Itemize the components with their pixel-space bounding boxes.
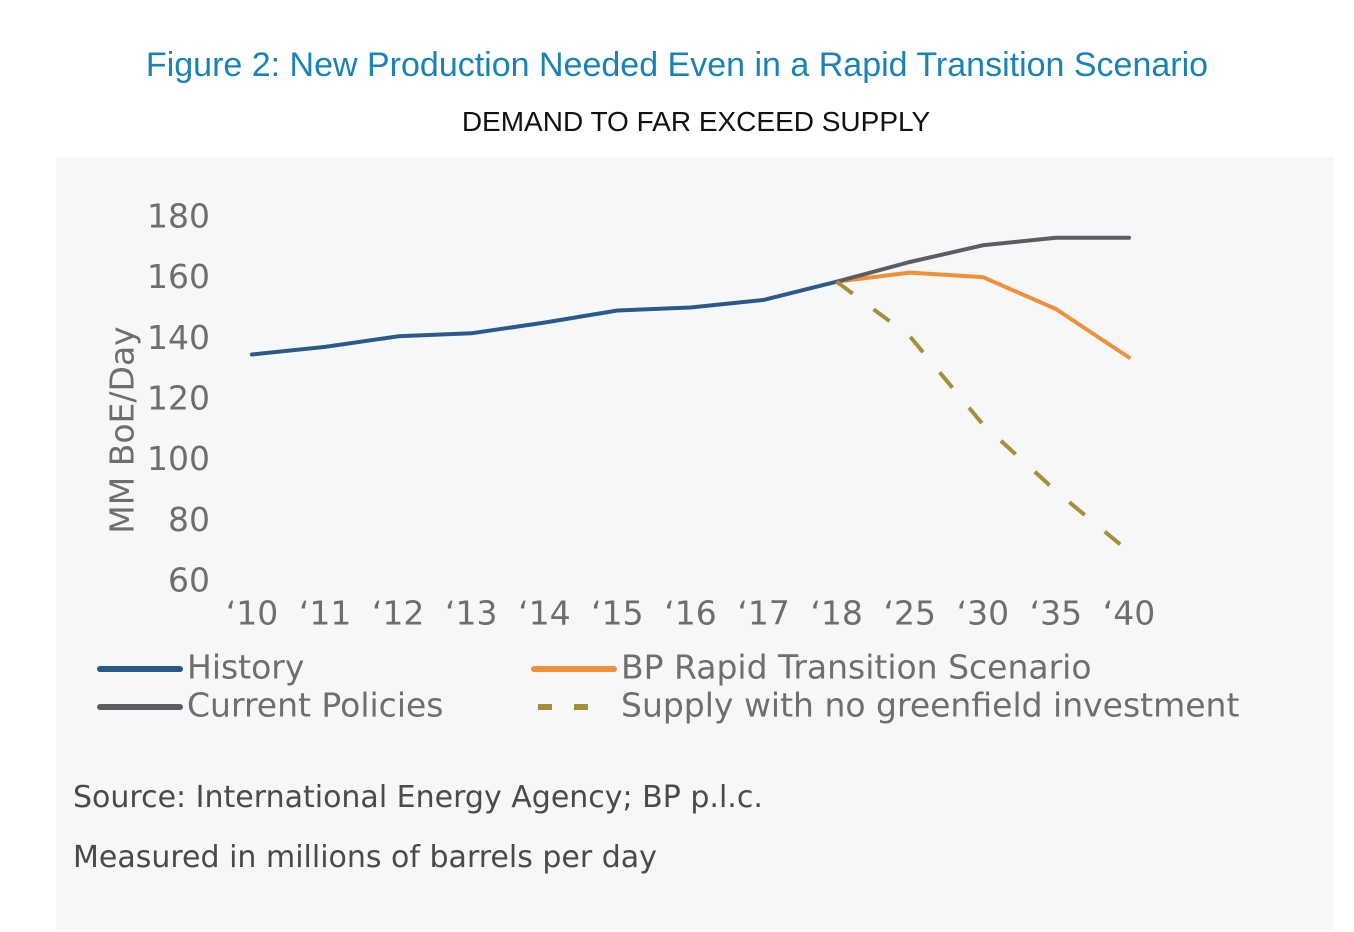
x-tick-label: ‘16 bbox=[664, 594, 716, 633]
y-tick-label: 160 bbox=[147, 257, 210, 296]
series-lines bbox=[250, 235, 1131, 554]
x-tick-label: ‘14 bbox=[518, 594, 570, 633]
y-tick-label: 60 bbox=[168, 561, 210, 600]
x-tick-label: ‘18 bbox=[810, 594, 862, 633]
y-tick-label: 180 bbox=[147, 197, 210, 236]
x-tick-label: ‘35 bbox=[1030, 594, 1082, 633]
x-tick-label: ‘10 bbox=[226, 594, 278, 633]
x-tick-label: ‘13 bbox=[445, 594, 497, 633]
series-line-history bbox=[250, 279, 839, 357]
figure-subtitle: DEMAND TO FAR EXCEED SUPPLY bbox=[461, 106, 931, 137]
legend-label: Current Policies bbox=[187, 686, 444, 725]
x-tick-label: ‘15 bbox=[591, 594, 643, 633]
x-tick-label: ‘17 bbox=[737, 594, 789, 633]
y-axis-label-group: MM BoE/Day bbox=[103, 326, 142, 533]
series-line-current-policies bbox=[834, 235, 1131, 284]
y-tick-label: 120 bbox=[147, 379, 210, 418]
source-note: Source: International Energy Agency; BP … bbox=[73, 780, 763, 815]
y-tick-label: 80 bbox=[168, 500, 210, 539]
chart-panel: MM BoE/Day 180 160 140 120 100 80 60 ‘10 ‘11 ‘12… bbox=[56, 157, 1334, 930]
x-tick-label: ‘30 bbox=[957, 594, 1009, 633]
series-line-supply-with-no-greenfield-investment bbox=[835, 280, 1131, 554]
legend-label: BP Rapid Transition Scenario bbox=[621, 648, 1092, 687]
x-tick-label: ‘25 bbox=[884, 594, 936, 633]
legend: History BP Rapid Transition Scenario Curre… bbox=[97, 648, 1239, 725]
y-tick-label: 140 bbox=[147, 318, 210, 357]
x-axis-ticks: ‘10 ‘11 ‘12 ‘13 ‘14 ‘15 ‘16 ‘17 ‘18 ‘25 ‘30 ‘35 ‘40 bbox=[226, 594, 1155, 633]
x-tick-label: ‘40 bbox=[1103, 594, 1155, 633]
legend-label: Supply with no greenfield investment bbox=[621, 686, 1239, 725]
series-line-bp-rapid-transition-scenario bbox=[834, 270, 1131, 360]
y-axis-label: MM BoE/Day bbox=[103, 326, 142, 533]
line-chart: MM BoE/Day 180 160 140 120 100 80 60 ‘10 ‘11 ‘12… bbox=[97, 197, 1239, 725]
figure-title: Figure 2: New Production Needed Even in … bbox=[145, 46, 1209, 84]
legend-label: History bbox=[187, 648, 304, 687]
y-tick-label: 100 bbox=[147, 439, 210, 478]
units-note: Measured in millions of barrels per day bbox=[73, 840, 657, 875]
x-tick-label: ‘11 bbox=[299, 594, 351, 633]
x-tick-label: ‘12 bbox=[372, 594, 424, 633]
y-axis-ticks: 180 160 140 120 100 80 60 bbox=[147, 197, 210, 600]
